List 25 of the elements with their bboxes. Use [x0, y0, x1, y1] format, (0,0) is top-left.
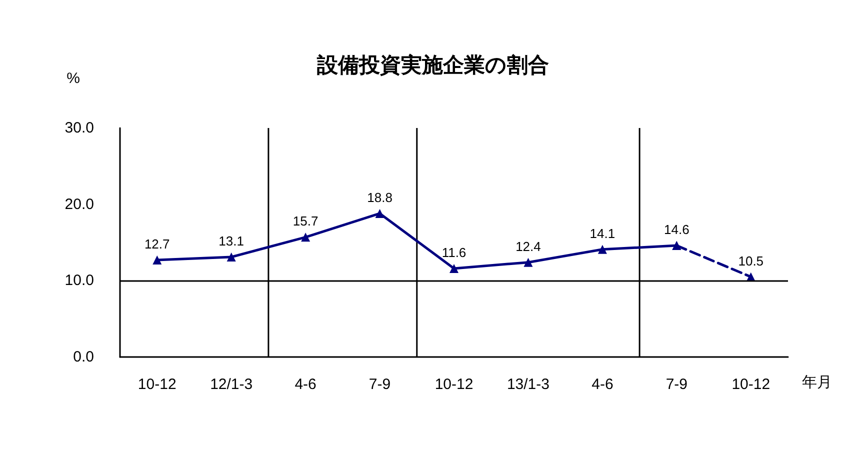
x-tick-label: 4-6 [294, 376, 316, 393]
x-tick-label: 7-9 [666, 376, 688, 393]
data-label: 15.7 [292, 214, 318, 229]
chart-title: 設備投資実施企業の割合 [316, 53, 549, 77]
x-tick-label: 7-9 [368, 376, 391, 393]
x-tick-label: 12/1-3 [210, 376, 253, 393]
y-axis-title: % [66, 70, 80, 87]
y-tick-label: 20.0 [64, 196, 94, 213]
data-label: 12.4 [516, 238, 541, 254]
data-label: 12.7 [144, 236, 170, 252]
data-label: 11.6 [442, 244, 466, 260]
data-label: 14.1 [590, 226, 616, 241]
data-label: 14.6 [664, 222, 690, 238]
x-tick-label: 10-12 [138, 376, 176, 393]
x-tick-label: 10-12 [732, 376, 770, 393]
x-tick-label: 13/1-3 [506, 376, 550, 393]
data-label: 18.8 [367, 190, 392, 205]
data-label: 13.1 [218, 234, 244, 249]
x-axis-title: 年月 [802, 374, 832, 391]
x-tick-label: 4-6 [592, 376, 614, 393]
x-tick-label: 10-12 [434, 376, 474, 393]
y-tick-label: 30.0 [64, 120, 94, 136]
y-tick-label: 10.0 [64, 272, 94, 290]
y-tick-label: 0.0 [73, 348, 94, 366]
data-label: 10.5 [738, 253, 764, 268]
